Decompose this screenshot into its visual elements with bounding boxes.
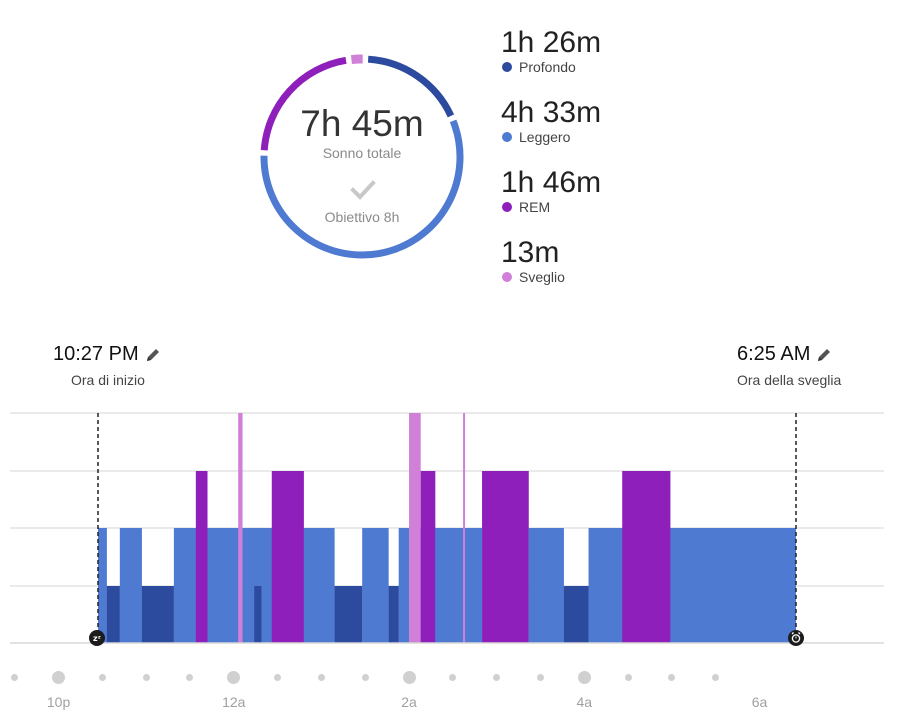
axis-minor-tick (317, 673, 325, 681)
stage-bar-profondo (334, 586, 363, 643)
stage-bar-rem (271, 471, 304, 643)
awake-dot-icon (502, 272, 512, 282)
axis-minor-tick (624, 673, 632, 681)
stage-bar-sveglio (463, 413, 466, 643)
start-time-block[interactable]: 10:27 PM Ora di inizio (53, 343, 161, 388)
edit-pencil-icon[interactable] (145, 347, 161, 363)
stage-bar-leggero (98, 528, 107, 643)
stage-bar-rem (420, 471, 436, 643)
stage-bar-leggero (207, 528, 239, 643)
axis-minor-tick (274, 673, 282, 681)
ring-segment-rem (260, 56, 347, 151)
axis-tick-label: 6a (751, 694, 768, 710)
svg-text:zᶻ: zᶻ (93, 634, 101, 643)
hypnogram-chart: zᶻ (10, 412, 884, 646)
ring-segment-light (260, 119, 464, 259)
axis-major-tick (577, 670, 591, 684)
stat-light-duration: 4h 33m (501, 96, 602, 129)
axis-minor-tick (98, 673, 106, 681)
axis-minor-tick (449, 673, 457, 681)
stage-bar-sveglio (238, 413, 243, 643)
start-time-value: 10:27 PM (53, 343, 139, 365)
stat-deep-duration: 1h 26m (501, 26, 602, 59)
stage-bar-leggero (435, 528, 483, 643)
stage-bar-rem (482, 471, 529, 643)
axis-minor-tick (668, 673, 676, 681)
stage-bar-profondo (254, 586, 262, 643)
axis-minor-tick (361, 673, 369, 681)
axis-tick-label: 12a (222, 694, 246, 710)
axis-major-tick (227, 670, 241, 684)
stat-awake-label: Sveglio (519, 269, 565, 285)
stage-bar-sveglio (409, 413, 421, 643)
axis-tick-label: 2a (401, 694, 417, 710)
axis-tick-label: 10p (46, 694, 71, 710)
stat-rem-duration: 1h 46m (501, 166, 602, 199)
axis-tick-label: 4a (576, 694, 593, 710)
deep-dot-icon (502, 62, 512, 72)
stage-bar-profondo (141, 586, 174, 643)
axis-minor-tick (186, 673, 194, 681)
stat-light: 4h 33m Leggero (501, 96, 601, 146)
end-time-value: 6:25 AM (737, 343, 811, 365)
stat-light-label: Leggero (519, 129, 571, 145)
stat-rem-label: REM (519, 199, 551, 215)
end-time-block[interactable]: 6:25 AM Ora della sveglia (737, 343, 841, 388)
axis-minor-tick (536, 673, 544, 681)
stat-deep: 1h 26m Profondo (501, 26, 601, 76)
stage-bar-leggero (588, 528, 623, 643)
ring-segment-awake (350, 54, 363, 65)
axis-minor-tick (712, 673, 720, 681)
stage-bar-leggero (242, 528, 255, 643)
sleep-ring-chart (260, 54, 464, 259)
stage-bar-leggero (173, 528, 196, 643)
stage-bar-leggero (303, 528, 335, 643)
stage-bar-leggero (528, 528, 564, 643)
stage-bar-leggero (261, 528, 272, 643)
stage-bar-rem (622, 471, 671, 643)
stage-bar-profondo (106, 586, 120, 643)
checkmark-icon (350, 180, 376, 200)
alarm-clock-icon (788, 630, 804, 646)
sleep-goal-label: Obiettivo 8h (324, 209, 400, 225)
axis-major-tick (52, 670, 66, 684)
axis-minor-tick (142, 673, 150, 681)
stage-bar-leggero (119, 528, 142, 643)
start-time-label: Ora di inizio (71, 372, 145, 388)
axis-minor-tick (493, 673, 501, 681)
stage-bar-rem (195, 471, 208, 643)
axis-major-tick (402, 670, 416, 684)
stage-bar-leggero (670, 528, 796, 643)
stage-bar-profondo (388, 586, 399, 643)
ring-segment-deep (367, 55, 455, 118)
total-sleep-value: 7h 45m (300, 103, 424, 144)
total-sleep-label: Sonno totale (322, 145, 402, 161)
light-dot-icon (502, 132, 512, 142)
axis-minor-tick (11, 673, 19, 681)
edit-pencil-icon[interactable] (816, 347, 832, 363)
stat-awake: 13m Sveglio (501, 236, 565, 286)
stage-bar-leggero (398, 528, 410, 643)
stat-rem: 1h 46m REM (501, 166, 601, 216)
end-time-label: Ora della sveglia (737, 372, 842, 388)
stage-bar-leggero (362, 528, 389, 643)
stage-bar-profondo (563, 586, 589, 643)
rem-dot-icon (502, 202, 512, 212)
stat-awake-duration: 13m (501, 236, 560, 269)
sleep-start-icon: zᶻ (89, 630, 105, 646)
stat-deep-label: Profondo (519, 59, 576, 75)
